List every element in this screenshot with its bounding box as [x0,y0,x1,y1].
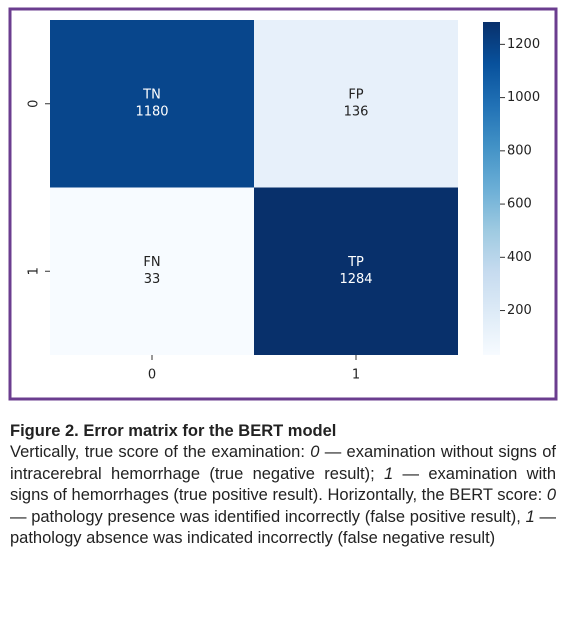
caption-segment: — pathology absence was indicated incorr… [10,507,556,548]
x-tick-label: 0 [148,368,156,383]
cell-value: 33 [144,272,161,287]
y-tick-label: 1 [27,267,42,275]
caption-segment: — examination without signs of intracere… [10,443,556,483]
x-tick-label: 1 [352,368,360,383]
heatmap-cell [254,20,458,188]
colorbar-tick-label: 1200 [507,37,540,52]
colorbar-tick-label: 400 [507,250,532,265]
caption-segment: 0 [546,486,556,505]
cell-annotation: FP [348,87,363,102]
cell-value: 1180 [135,104,168,119]
caption-segment: 1 [525,507,535,526]
cell-annotation: FN [143,255,160,270]
heatmap-cell [50,20,254,188]
colorbar [483,22,500,355]
heatmap-cell [254,187,458,355]
caption-segment: — pathology presence was identified inco… [10,507,526,526]
cell-annotation: TN [142,87,161,102]
caption-segment: 1 [384,464,394,483]
heatmap-cell [50,187,254,355]
caption-text: Vertically, true score of the examinatio… [10,442,556,550]
cell-value: 136 [344,104,369,119]
caption-segment: — examination with signs of hemorrhages … [10,464,556,505]
caption: Figure 2. Error matrix for the BERT mode… [10,420,556,550]
y-tick-label: 0 [27,100,42,108]
cell-annotation: TP [347,255,364,270]
colorbar-tick-label: 800 [507,143,532,158]
colorbar-tick-label: 200 [507,303,532,318]
caption-segment: Vertically, true score of the examinatio… [10,443,311,461]
caption-segment: 0 [310,443,320,461]
colorbar-tick-label: 1000 [507,90,540,105]
frame [8,7,558,401]
caption-title: Figure 2. Error matrix for the BERT mode… [10,422,337,440]
cell-value: 1284 [339,272,372,287]
colorbar-tick-label: 600 [507,197,532,212]
